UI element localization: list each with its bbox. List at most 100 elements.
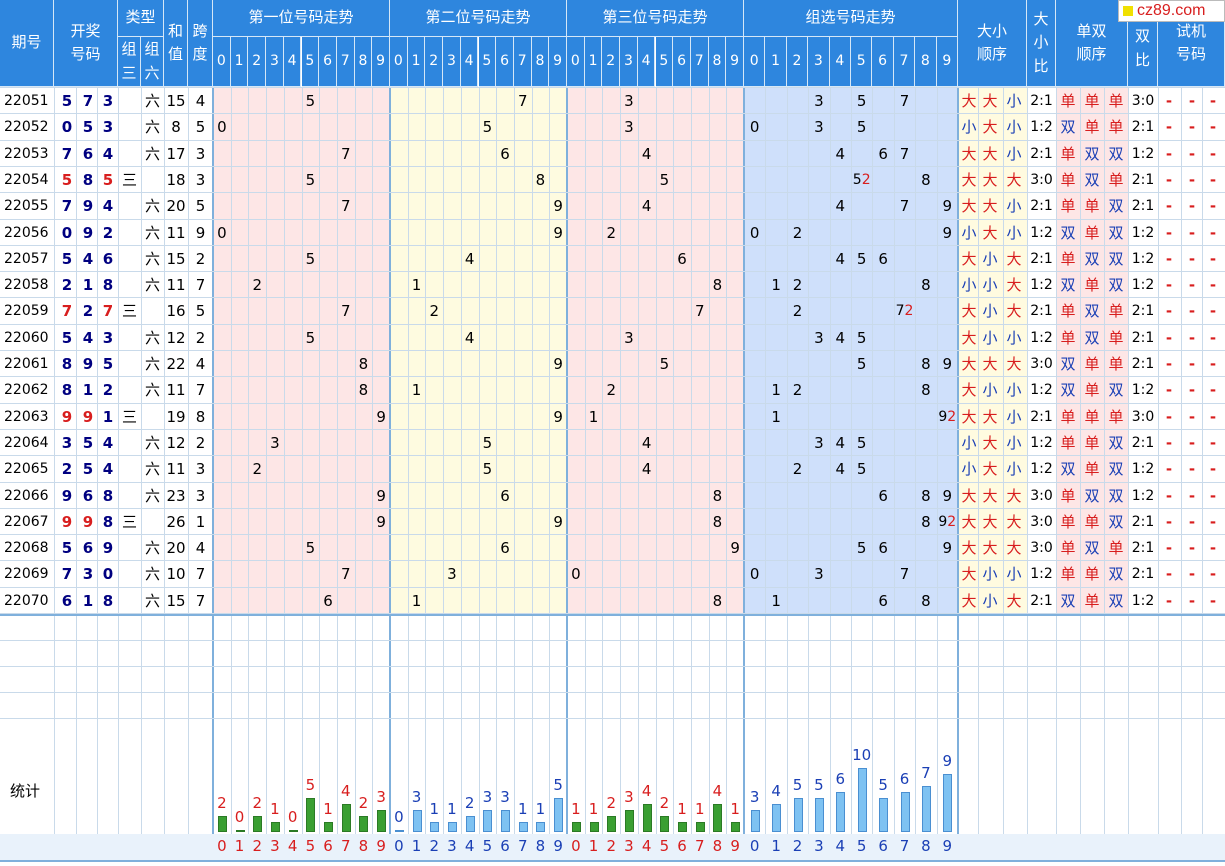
oe-ratio-cell: 1:2: [1131, 145, 1155, 162]
bs-order-3: 小: [1006, 92, 1022, 110]
period-cell: 22054: [4, 171, 49, 188]
trial-slot-3: -: [1209, 92, 1217, 110]
trial-slot-3: -: [1209, 539, 1217, 558]
pos1-stat-axis-label-5: 5: [305, 837, 316, 855]
grid-col-line: [893, 87, 895, 862]
grid-col-line: [372, 87, 374, 862]
header-bs-order: 大小顺序: [958, 0, 1027, 87]
sum-cell: 11: [166, 276, 186, 295]
span-cell: 7: [195, 591, 206, 610]
oe-order-3: 单: [1108, 539, 1124, 558]
grid-col-line: [54, 87, 55, 862]
group-digit-header-4: 4: [829, 37, 851, 87]
group-hit: 0: [749, 118, 760, 137]
sum-cell: 15: [166, 249, 186, 268]
bs-order-2: 小: [982, 328, 998, 347]
pos1-digit-header-2: 2: [248, 37, 267, 87]
trial-slot-2: -: [1188, 460, 1196, 479]
header-pos3: 第三位号码走势: [567, 0, 744, 37]
grid-col-line: [1080, 87, 1081, 862]
oe-ratio-cell: 2:1: [1131, 434, 1155, 451]
pos3-hit: 9: [730, 539, 740, 558]
group-hit: 3: [814, 565, 824, 584]
draw-digit-1: 8: [61, 381, 73, 400]
bs-order-3: 大: [1006, 302, 1022, 321]
draw-digit-1: 5: [61, 170, 73, 189]
group-stat-count-4: 6: [835, 770, 846, 788]
group-stat-axis-label-6: 6: [878, 837, 888, 855]
sum-cell: 12: [166, 328, 186, 347]
pos1-hit: 2: [252, 276, 262, 295]
grid-row-line: [0, 455, 1225, 457]
oe-order-3: 单: [1108, 302, 1124, 321]
bs-ratio-cell: 2:1: [1030, 198, 1053, 215]
pos3-stat-count-4: 4: [641, 782, 652, 800]
type-cell: 三: [121, 407, 137, 426]
pos2-hit: 9: [553, 197, 563, 216]
oe-ratio-cell: 3:0: [1131, 93, 1155, 109]
draw-digit-2: 4: [82, 249, 94, 268]
draw-digit-3: 4: [102, 433, 114, 452]
oe-order-2: 双: [1084, 249, 1100, 268]
sum-cell: 20: [166, 197, 186, 216]
group-hit: 8: [921, 591, 931, 610]
pos1-stat-count-7: 4: [340, 782, 351, 800]
grid-col-line: [354, 87, 356, 862]
grid-col-line: [620, 87, 622, 862]
oe-order-1: 单: [1060, 512, 1076, 531]
group-hit: 5: [856, 249, 867, 268]
grid-col-line: [829, 87, 831, 862]
draw-digit-3: 8: [102, 512, 114, 531]
trial-slot-1: -: [1165, 512, 1173, 531]
pos3-stat-count-6: 1: [677, 800, 687, 818]
bs-ratio-cell: 3:0: [1030, 171, 1053, 188]
grid-col-line: [496, 87, 498, 862]
period-cell: 22065: [4, 461, 49, 478]
trial-slot-3: -: [1209, 276, 1217, 295]
pos2-hit: 8: [535, 170, 546, 189]
bs-order-1: 大: [961, 355, 977, 373]
oe-order-2: 单: [1084, 460, 1100, 479]
pos1-stat-axis-label-8: 8: [358, 837, 369, 855]
oe-order-3: 单: [1108, 170, 1124, 189]
oe-order-2: 单: [1084, 355, 1100, 373]
pos1-stat-bar-8: [359, 816, 369, 832]
pos2-stat-bar-8: [536, 822, 546, 832]
type-cell: 六: [144, 328, 160, 347]
oe-order-2: 双: [1084, 486, 1100, 505]
grid-row-line: [0, 113, 1225, 115]
pos2-stat-axis-label-1: 1: [411, 837, 422, 855]
draw-digit-3: 5: [102, 170, 114, 189]
draw-digit-1: 7: [61, 565, 73, 584]
pos2-stat-bar-6: [501, 810, 511, 832]
span-cell: 7: [195, 276, 206, 295]
oe-order-2: 单: [1084, 512, 1100, 531]
pos2-stat-axis-label-9: 9: [553, 837, 563, 855]
span-cell: 3: [195, 486, 206, 505]
oe-order-1: 单: [1060, 144, 1076, 163]
group-digit-header-6: 6: [872, 37, 894, 87]
draw-digit-2: 8: [82, 170, 94, 189]
oe-ratio-cell: 1:2: [1131, 592, 1155, 609]
header-period: 期号: [0, 0, 54, 87]
pos2-stat-axis-label-2: 2: [429, 837, 440, 855]
bs-ratio-cell: 2:1: [1030, 303, 1053, 320]
pos1-stat-count-9: 3: [376, 788, 386, 806]
draw-digit-1: 5: [61, 539, 73, 558]
group-hit: 4: [835, 197, 846, 216]
trial-slot-3: -: [1209, 223, 1217, 242]
group-hit: 5: [856, 92, 867, 110]
pos1-stat-axis-label-6: 6: [323, 837, 333, 855]
type-cell: 六: [144, 276, 160, 295]
type-cell: 六: [144, 92, 160, 110]
site-badge[interactable]: cz89.com: [1118, 0, 1225, 22]
trial-slot-1: -: [1165, 407, 1173, 426]
pos1-stat-bar-7: [341, 804, 351, 832]
group-stat-count-8: 7: [921, 764, 931, 782]
pos1-stat-count-4: 0: [287, 808, 298, 826]
header-bs-ratio-label: 大小比: [1033, 10, 1049, 75]
oe-ratio-cell: 1:2: [1131, 277, 1155, 294]
grid-zone-divider: [957, 87, 959, 862]
pos2-hit: 1: [411, 381, 422, 400]
span-cell: 2: [195, 328, 206, 347]
